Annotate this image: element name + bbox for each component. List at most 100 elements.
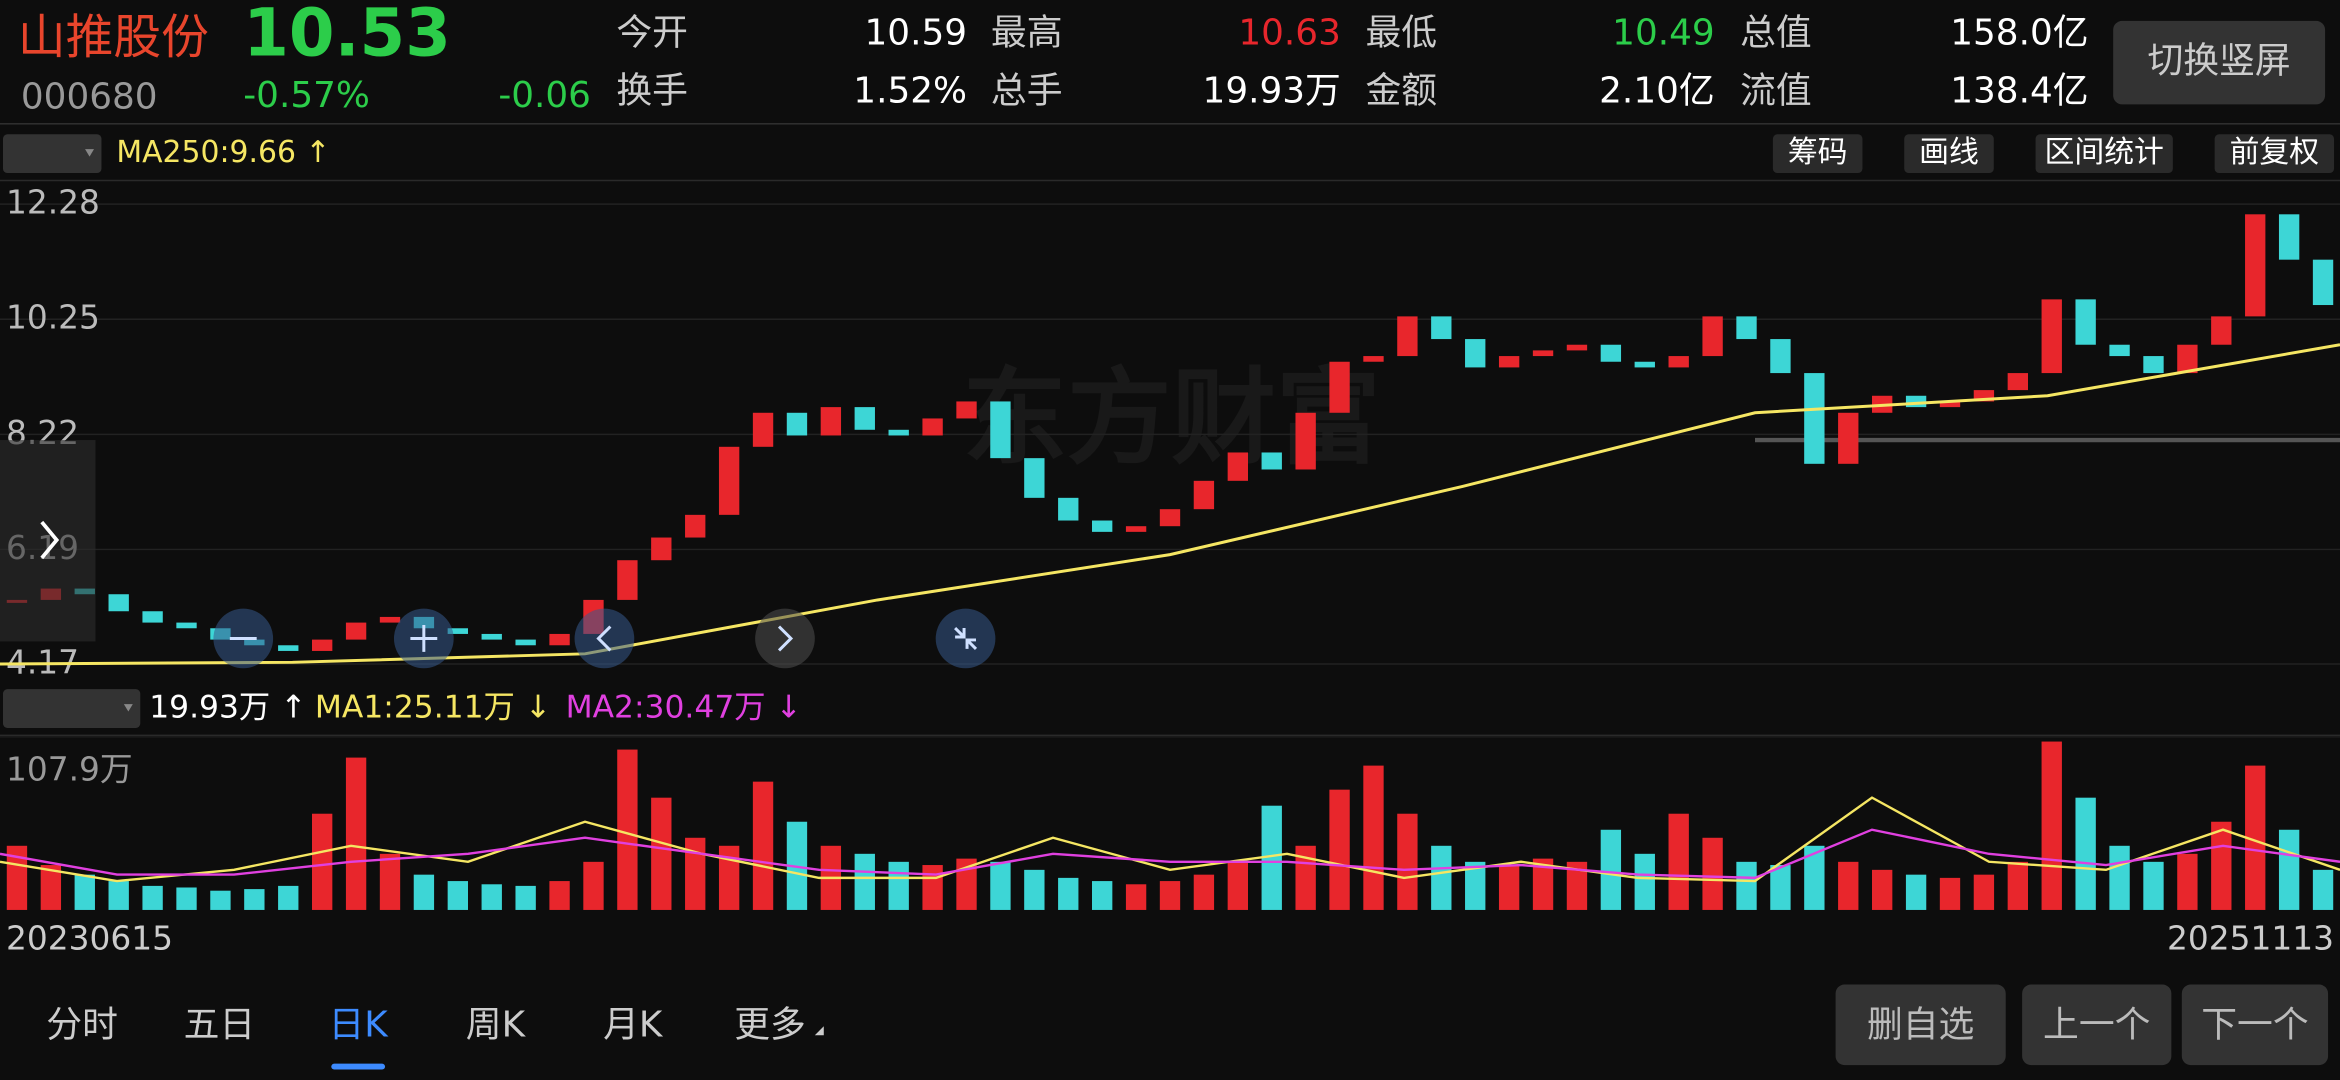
volume-bar bbox=[2312, 869, 2334, 910]
action-label: 上一个 bbox=[2043, 1004, 2150, 1045]
candle bbox=[515, 639, 536, 646]
candle bbox=[1736, 316, 1757, 340]
reset-button[interactable] bbox=[935, 608, 996, 669]
tab[interactable]: 日K bbox=[329, 1004, 390, 1045]
volume-bar bbox=[1159, 881, 1181, 910]
candle bbox=[2211, 316, 2232, 345]
candle bbox=[1363, 356, 1384, 362]
stat-value: 10.63 bbox=[1238, 12, 1341, 53]
volume-bar bbox=[1058, 877, 1079, 910]
x-label: 20251113 bbox=[2167, 919, 2334, 957]
candle bbox=[1939, 401, 1961, 408]
candle bbox=[922, 418, 943, 436]
y-tick-label: 10.25 bbox=[6, 299, 100, 337]
side-panel-toggle[interactable] bbox=[0, 440, 96, 642]
candle bbox=[142, 611, 163, 623]
pan-right-button[interactable] bbox=[755, 608, 815, 669]
volume-bar bbox=[854, 853, 875, 910]
candle bbox=[651, 537, 672, 561]
more-caret bbox=[814, 1026, 824, 1036]
tool-button[interactable] bbox=[2035, 134, 2173, 174]
tool-button[interactable] bbox=[1772, 134, 1863, 174]
candle bbox=[2278, 214, 2300, 260]
stat-label: 最低 bbox=[1365, 12, 1437, 53]
volume-bar bbox=[583, 861, 604, 910]
volume-bar bbox=[956, 858, 977, 910]
volume-bar bbox=[210, 890, 231, 910]
stat-label: 换手 bbox=[616, 70, 688, 111]
tab[interactable]: 五日 bbox=[184, 1004, 256, 1045]
volume-bar bbox=[1872, 869, 1893, 910]
candle bbox=[1261, 452, 1282, 470]
candle bbox=[1973, 390, 1995, 402]
volume-bar bbox=[379, 853, 401, 910]
stat-label: 最高 bbox=[991, 12, 1063, 53]
volume-bar bbox=[2007, 861, 2028, 910]
candle bbox=[1092, 520, 1113, 532]
candle bbox=[1838, 412, 1859, 464]
candle bbox=[956, 401, 977, 419]
arrow-icon bbox=[40, 520, 60, 560]
stat-value: 158.0亿 bbox=[1950, 12, 2088, 53]
indicator-dropdown[interactable] bbox=[2, 134, 102, 174]
action-button[interactable] bbox=[2181, 984, 2329, 1066]
volume-bar bbox=[1939, 877, 1961, 910]
action-button[interactable] bbox=[2022, 984, 2172, 1066]
pan-left-button[interactable] bbox=[574, 608, 635, 669]
candle bbox=[1431, 316, 1452, 340]
volume-bar bbox=[1736, 861, 1757, 910]
volume-bar bbox=[74, 874, 95, 910]
plus-icon bbox=[410, 625, 438, 652]
tab[interactable]: 分时 bbox=[46, 1004, 118, 1045]
candle bbox=[481, 633, 502, 640]
candle bbox=[2041, 299, 2062, 374]
candle bbox=[1193, 480, 1215, 510]
volume-bar bbox=[176, 887, 197, 910]
tool-button-label: 筹码 bbox=[1788, 135, 1848, 170]
volume-bar bbox=[1431, 845, 1452, 910]
tool-button[interactable] bbox=[2214, 134, 2335, 174]
candle bbox=[854, 407, 875, 430]
candle bbox=[617, 560, 638, 600]
volume-bar bbox=[1770, 865, 1791, 910]
stock-price: 10.53 bbox=[243, 0, 451, 71]
volume-bar bbox=[2211, 821, 2232, 910]
volume-bar bbox=[447, 881, 468, 910]
candle bbox=[2007, 373, 2028, 391]
shrink-icon bbox=[954, 626, 978, 650]
volume-bar bbox=[1397, 813, 1418, 910]
tab[interactable]: 更多 bbox=[734, 1004, 806, 1045]
stat-label: 总手 bbox=[991, 70, 1063, 111]
volume-bar bbox=[345, 757, 367, 910]
volume-bar bbox=[685, 837, 706, 910]
volume-bar bbox=[2245, 765, 2266, 910]
volume-bar bbox=[752, 781, 774, 910]
orientation-button[interactable] bbox=[2113, 20, 2326, 105]
volume-ma-line bbox=[0, 796, 2340, 883]
volume-bar bbox=[922, 865, 943, 910]
volume-bar bbox=[1465, 861, 1486, 910]
stat-value: 10.49 bbox=[1612, 12, 1715, 53]
action-button[interactable] bbox=[1835, 984, 2006, 1066]
volume-bar bbox=[1363, 765, 1384, 910]
tab[interactable]: 月K bbox=[603, 1004, 664, 1045]
right-icon bbox=[777, 625, 794, 652]
volume-bar bbox=[1329, 789, 1350, 910]
tool-button-label: 前复权 bbox=[2230, 135, 2320, 170]
stat-value: 1.52% bbox=[853, 70, 967, 111]
tab[interactable]: 周K bbox=[466, 1004, 527, 1045]
volume-bar bbox=[1227, 861, 1248, 910]
ma250-line bbox=[0, 343, 2340, 666]
candle bbox=[752, 412, 774, 447]
tool-button[interactable] bbox=[1904, 134, 1994, 174]
volume-bar bbox=[278, 885, 299, 910]
candle bbox=[176, 622, 197, 629]
volume-bar bbox=[1193, 874, 1215, 910]
candle bbox=[1295, 412, 1316, 470]
stat-label: 今开 bbox=[616, 12, 688, 53]
volume-bar bbox=[481, 884, 502, 910]
volume-bar bbox=[1532, 858, 1554, 910]
volume-dropdown[interactable] bbox=[2, 689, 141, 728]
candle bbox=[1532, 350, 1554, 357]
